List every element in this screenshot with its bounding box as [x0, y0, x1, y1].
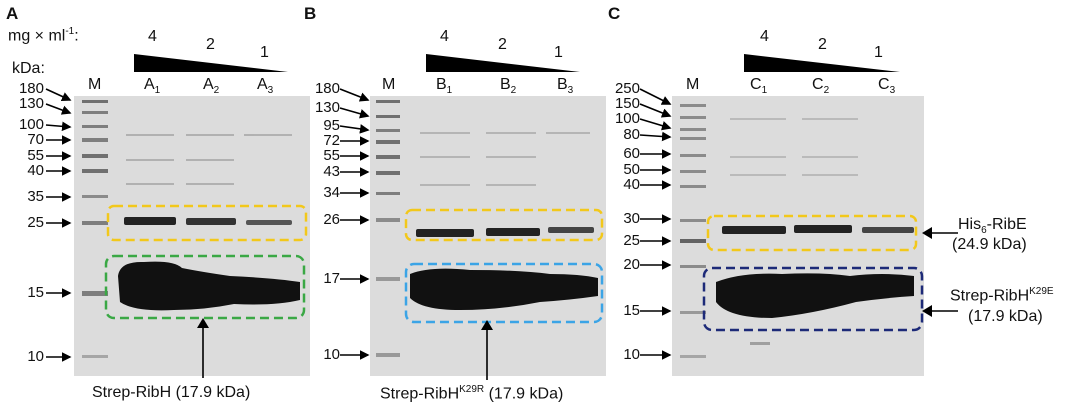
marker-arrows-b: [339, 88, 370, 360]
lane-label-c3: C3: [878, 76, 896, 97]
marker-label-b-180: 180: [314, 80, 340, 97]
marker-label-c-15: 15: [623, 302, 640, 319]
gel-image-a: [74, 96, 310, 376]
marker-label-c-150: 150: [614, 95, 640, 112]
marker-label-b-26: 26: [323, 211, 340, 228]
protein-label-c-ribe-mass: (24.9 kDa): [952, 236, 1027, 253]
marker-label-b-95: 95: [323, 117, 340, 134]
annotation-arrow-c-ribe: [922, 227, 958, 239]
marker-label-a-70: 70: [27, 131, 44, 148]
conc-label-b-high: 4: [440, 28, 449, 45]
annotation-arrow-a: [197, 318, 209, 378]
lane-label-a2: A2: [203, 76, 220, 97]
marker-label-a-40: 40: [27, 162, 44, 179]
marker-label-a-55: 55: [27, 147, 44, 164]
conc-label-c-high: 4: [760, 28, 769, 45]
marker-label-c-10: 10: [623, 346, 640, 363]
highlight-boxes-c: [702, 214, 924, 332]
marker-label-c-40: 40: [623, 176, 640, 193]
lane-label-b3: B3: [557, 76, 574, 97]
marker-label-b-43: 43: [323, 163, 340, 180]
marker-label-c-30: 30: [623, 210, 640, 227]
lane-label-c2: C2: [812, 76, 830, 97]
panel-letter-a: A: [6, 4, 19, 23]
protein-label-b: Strep-RibHK29R (17.9 kDa): [380, 384, 564, 403]
marker-label-c-80: 80: [623, 126, 640, 143]
marker-label-c-25: 25: [623, 232, 640, 249]
conc-label-b-mid: 2: [498, 36, 507, 53]
protein-label-c-ribh-mass: (17.9 kDa): [968, 308, 1043, 325]
marker-arrows-c: [639, 88, 672, 360]
lane-label-b1: B1: [436, 76, 453, 97]
lane-label-b2: B2: [500, 76, 517, 97]
marker-label-c-50: 50: [623, 161, 640, 178]
annotation-arrow-c-ribh: [922, 305, 958, 317]
panel-letter-c: C: [608, 4, 621, 23]
marker-label-b-55: 55: [323, 147, 340, 164]
conc-label-c-low: 1: [874, 44, 883, 61]
conc-label-c-mid: 2: [818, 36, 827, 53]
marker-label-b-17: 17: [323, 270, 340, 287]
marker-label-c-20: 20: [623, 256, 640, 273]
concentration-wedge-a: [134, 54, 288, 72]
marker-label-a-35: 35: [27, 188, 44, 205]
marker-label-a-10: 10: [27, 348, 44, 365]
protein-label-c-ribh: Strep-RibHK29E: [950, 286, 1054, 305]
lane-label-marker-c: M: [686, 76, 700, 93]
lane-label-a3: A3: [257, 76, 274, 97]
gel-image-c: [672, 96, 924, 376]
conc-label-a-mid: 2: [206, 36, 215, 53]
marker-label-b-34: 34: [323, 184, 340, 201]
lane-label-marker-b: M: [382, 76, 396, 93]
marker-label-c-60: 60: [623, 145, 640, 162]
concentration-wedge-c: [744, 54, 900, 72]
marker-arrows-a: [45, 88, 72, 362]
marker-label-a-180: 180: [18, 80, 44, 97]
conc-label-b-low: 1: [554, 44, 563, 61]
marker-label-b-72: 72: [323, 132, 340, 149]
highlight-boxes-b: [404, 208, 604, 324]
highlight-box-a-ribe: [104, 204, 308, 320]
annotation-arrow-b: [481, 320, 493, 380]
protein-label-c-ribe: His6-RibE: [958, 216, 1027, 237]
lane-label-c1: C1: [750, 76, 768, 97]
conc-label-a-low: 1: [260, 44, 269, 61]
kda-unit-label: kDa:: [12, 60, 45, 77]
protein-label-a: Strep-RibH (17.9 kDa): [92, 384, 251, 401]
marker-label-c-100: 100: [614, 110, 640, 127]
lane-label-a1: A1: [144, 76, 161, 97]
concentration-wedge-b: [426, 54, 580, 72]
panel-letter-b: B: [304, 4, 317, 23]
marker-label-a-130: 130: [18, 95, 44, 112]
marker-label-a-100: 100: [18, 116, 44, 133]
gel-bands-a: [82, 100, 300, 358]
marker-label-b-130: 130: [314, 99, 340, 116]
concentration-unit-label: mg × ml-1:: [8, 26, 79, 45]
marker-label-a-25: 25: [27, 214, 44, 231]
marker-label-c-250: 250: [614, 80, 640, 97]
conc-label-a-high: 4: [148, 28, 157, 45]
lane-label-marker-a: M: [88, 76, 102, 93]
marker-label-b-10: 10: [323, 346, 340, 363]
marker-label-a-15: 15: [27, 284, 44, 301]
gel-bands-b: [376, 100, 598, 357]
gel-bands-c: [680, 104, 914, 358]
